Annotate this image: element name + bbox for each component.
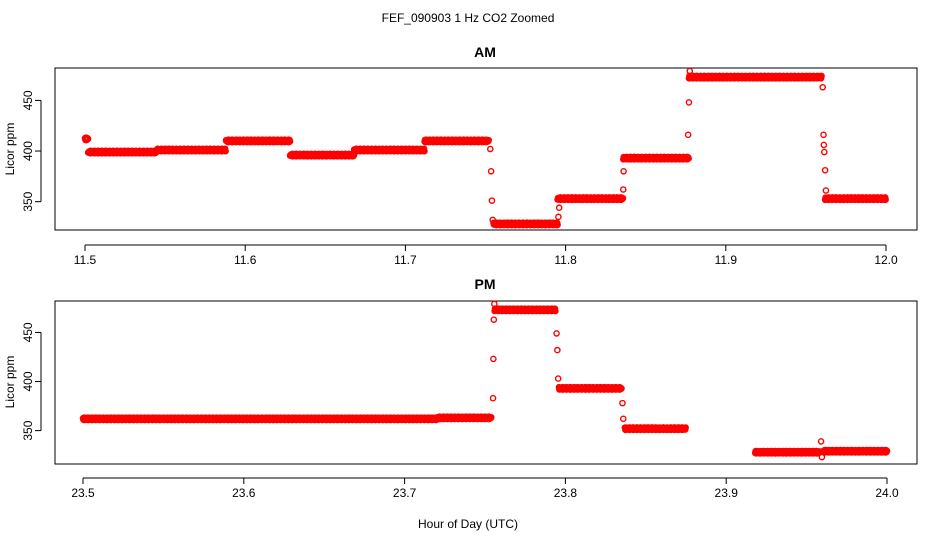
am-x-tick-label: 11.6 xyxy=(234,253,257,267)
pm-x-tick-label: 23.7 xyxy=(393,486,417,500)
pm-transition-point xyxy=(818,453,826,461)
panel-pm-title: PM xyxy=(475,276,496,292)
pm-x-tick-label: 23.5 xyxy=(71,486,95,500)
am-data-point xyxy=(485,136,493,144)
pm-transition-point xyxy=(619,415,627,423)
panel-am-x-axis: 11.5 11.6 11.7 11.8 11.9 12.0 xyxy=(74,244,898,267)
am-data-point xyxy=(222,147,229,155)
panel-am-points xyxy=(81,67,889,229)
am-transition-point xyxy=(620,167,627,175)
am-x-tick-label: 11.5 xyxy=(74,253,97,267)
pm-y-tick-label: 450 xyxy=(21,322,35,342)
pm-transition-point xyxy=(619,399,626,407)
pm-data-point xyxy=(883,447,891,455)
am-x-tick-label: 11.9 xyxy=(715,253,738,267)
am-data-point xyxy=(421,147,428,155)
panel-am-title: AM xyxy=(474,44,496,60)
am-x-tick-label: 12.0 xyxy=(874,253,898,267)
figure-title: FEF_090903 1 Hz CO2 Zoomed xyxy=(382,11,555,25)
pm-y-tick-label: 400 xyxy=(21,371,35,391)
pm-data-point xyxy=(487,413,495,421)
am-transition-point xyxy=(555,204,563,212)
panel-pm-y-axis: 350 400 450 xyxy=(21,322,42,441)
am-transition-point xyxy=(821,166,829,174)
am-transition-point xyxy=(619,186,627,193)
pm-data-point xyxy=(618,385,625,392)
pm-transition-point xyxy=(817,438,825,445)
am-transition-point xyxy=(686,67,694,75)
panel-pm-x-axis: 23.5 23.6 23.7 23.8 23.9 24.0 xyxy=(71,477,899,500)
panel-pm: PM Licor ppm 23.5 23.6 23.7 23.8 23.9 24.0 35… xyxy=(3,276,918,500)
pm-transition-point xyxy=(490,355,497,363)
pm-transition-point xyxy=(553,330,560,337)
am-data-point xyxy=(818,72,825,80)
pm-x-tick-label: 24.0 xyxy=(875,486,899,500)
panel-am-y-axis: 350 400 450 xyxy=(21,90,42,212)
panel-am-ylabel: Licor ppm xyxy=(3,123,17,176)
am-transition-point xyxy=(487,167,495,175)
am-transition-point xyxy=(684,131,692,139)
pm-transition-point xyxy=(489,394,497,402)
am-y-tick-label: 350 xyxy=(21,191,35,211)
panel-pm-plot-frame xyxy=(54,300,918,465)
am-y-tick-label: 400 xyxy=(21,141,35,161)
pm-transition-point xyxy=(554,375,562,382)
panel-pm-points xyxy=(79,300,891,461)
am-transition-point xyxy=(822,187,830,194)
am-transition-point xyxy=(488,197,496,204)
am-transition-point xyxy=(555,213,562,221)
pm-x-tick-label: 23.6 xyxy=(232,486,256,500)
panel-am-plot-frame xyxy=(54,67,918,231)
am-x-tick-label: 11.7 xyxy=(394,253,417,267)
pm-transition-point xyxy=(490,316,498,323)
pm-transition-point xyxy=(554,346,561,354)
panel-am: AM Licor ppm 11.5 11.6 11.7 11.8 11.9 12.0 35… xyxy=(3,44,918,267)
am-transition-point xyxy=(821,148,828,156)
am-data-point xyxy=(84,135,92,143)
am-transition-point xyxy=(820,131,827,139)
pm-x-tick-label: 23.8 xyxy=(554,486,578,500)
am-transition-point xyxy=(487,145,494,153)
am-data-point xyxy=(619,194,627,202)
pm-x-tick-label: 23.9 xyxy=(715,486,739,500)
am-data-point xyxy=(554,221,561,229)
figure-xlabel: Hour of Day (UTC) xyxy=(418,517,518,531)
pm-transition-point xyxy=(491,300,498,308)
pm-data-point xyxy=(552,307,559,315)
panel-pm-ylabel: Licor ppm xyxy=(3,356,17,409)
am-transition-point xyxy=(819,83,827,91)
am-data-point xyxy=(882,196,889,203)
pm-y-tick-label: 350 xyxy=(21,420,35,440)
pm-data-point xyxy=(682,424,689,431)
am-x-tick-label: 11.8 xyxy=(554,253,577,267)
am-transition-point xyxy=(489,216,497,224)
am-transition-point xyxy=(685,99,693,106)
am-data-point xyxy=(286,138,294,145)
am-y-tick-label: 450 xyxy=(21,90,35,110)
am-data-point xyxy=(685,155,692,162)
am-transition-point xyxy=(820,141,828,149)
